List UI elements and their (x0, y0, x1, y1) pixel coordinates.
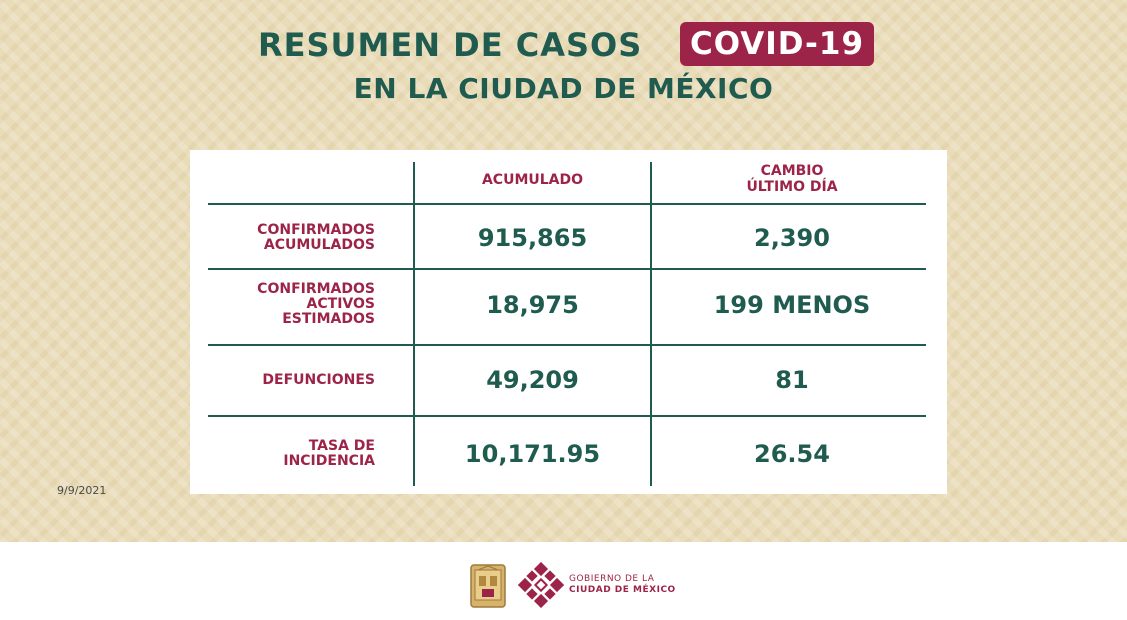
report-date: 9/9/2021 (57, 484, 107, 497)
title-row: RESUMEN DE CASOS COVID-19 (0, 22, 1127, 68)
row-label-confirmados-activos: CONFIRMADOS ACTIVOS ESTIMADOS (200, 282, 375, 327)
value-cambio: 26.54 (754, 440, 830, 468)
grid-line-horizontal (208, 344, 926, 346)
row-label-defunciones: DEFUNCIONES (200, 373, 375, 388)
government-logo-text: GOBIERNO DE LA CIUDAD DE MÉXICO (569, 574, 679, 596)
page-subtitle: EN LA CIUDAD DE MÉXICO (353, 72, 774, 105)
value-cambio: 81 (775, 366, 809, 394)
column-header-cambio-line1: CAMBIO (760, 163, 824, 179)
covid-badge: COVID-19 (680, 22, 874, 66)
cases-table: ACUMULADO CAMBIO ÚLTIMO DÍA CONFIRMADOS … (190, 150, 947, 494)
row-label-line: CONFIRMADOS (257, 281, 375, 297)
row-label-line: INCIDENCIA (283, 453, 375, 469)
logo-text-line2: CIUDAD DE MÉXICO (569, 585, 676, 595)
coat-of-arms-icon (470, 564, 506, 608)
value-cambio: 2,390 (754, 224, 830, 252)
grid-line-horizontal (208, 415, 926, 417)
value-acumulado: 915,865 (477, 224, 588, 252)
value-cambio: 199 MENOS (713, 291, 871, 319)
row-label-line: TASA DE (308, 438, 375, 454)
column-header-cambio-line2: ÚLTIMO DÍA (746, 179, 838, 195)
column-header-acumulado: ACUMULADO (481, 172, 584, 188)
value-acumulado: 49,209 (486, 366, 579, 394)
row-label-line: ESTIMADOS (282, 311, 375, 327)
grid-line-vertical (650, 162, 652, 486)
grid-line-horizontal (208, 203, 926, 205)
column-header-cambio: CAMBIO ÚLTIMO DÍA (652, 163, 932, 195)
row-label-confirmados-acumulados: CONFIRMADOS ACUMULADOS (200, 223, 375, 253)
logo-text-line1: GOBIERNO DE LA (569, 574, 655, 584)
grid-line-horizontal (208, 268, 926, 270)
grid-line-vertical (413, 162, 415, 486)
row-label-tasa-incidencia: TASA DE INCIDENCIA (200, 439, 375, 469)
value-acumulado: 10,171.95 (464, 440, 601, 468)
cdmx-logo-icon (518, 562, 564, 608)
value-acumulado: 18,975 (486, 291, 579, 319)
page-title: RESUMEN DE CASOS (258, 26, 643, 64)
row-label-line: DEFUNCIONES (262, 372, 375, 388)
row-label-line: ACTIVOS (306, 296, 375, 312)
row-label-line: CONFIRMADOS (257, 222, 375, 238)
footer-bar (0, 542, 1127, 620)
row-label-line: ACUMULADOS (263, 237, 375, 253)
